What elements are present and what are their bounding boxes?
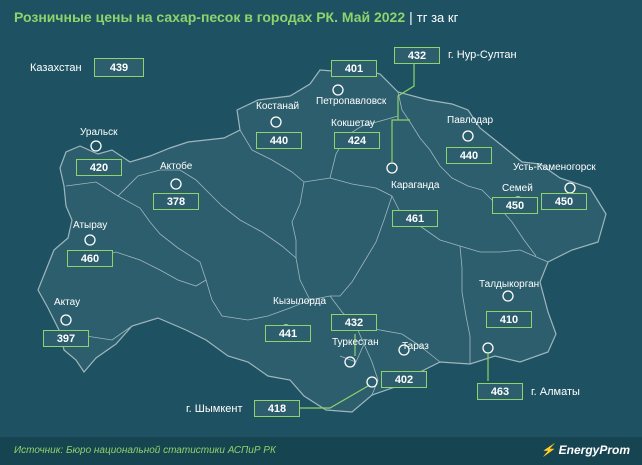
label-petropavlovsk: Петропавловск bbox=[316, 96, 387, 107]
label-taraz: Тараз bbox=[402, 341, 429, 352]
marker-taraz bbox=[398, 344, 410, 356]
unit-label: тг за кг bbox=[416, 10, 459, 25]
value-nur-sultan: 432 bbox=[394, 47, 440, 64]
value-petropavlovsk: 401 bbox=[331, 60, 377, 77]
source-note: Источник: Бюро национальной статистики А… bbox=[14, 445, 276, 456]
label-karaganda: Караганда bbox=[391, 180, 440, 191]
marker-atyrau bbox=[84, 234, 96, 246]
marker-aktau bbox=[60, 314, 72, 326]
label-nur-sultan: г. Нур-Султан bbox=[448, 49, 517, 61]
value-aktobe: 378 bbox=[153, 193, 199, 210]
label-taldykorgan: Талдыкорган bbox=[479, 279, 540, 290]
label-aktau: Актау bbox=[54, 297, 81, 308]
value-kokshetau: 424 bbox=[334, 132, 380, 149]
value-almaty: 463 bbox=[477, 383, 523, 400]
value-semey: 450 bbox=[492, 197, 538, 214]
brand-name: EnergyProm bbox=[558, 443, 630, 457]
national-value: 439 bbox=[94, 58, 144, 77]
label-almaty: г. Алматы bbox=[531, 386, 580, 398]
label-semey: Семей bbox=[502, 183, 533, 194]
label-atyrau: Атырау bbox=[73, 220, 108, 231]
marker-uralsk bbox=[90, 140, 102, 152]
label-kokshetau: Кокшетау bbox=[331, 118, 375, 129]
country-outline bbox=[37, 65, 607, 413]
value-taldykorgan: 410 bbox=[486, 311, 532, 328]
title-separator: | bbox=[409, 9, 413, 25]
marker-kostanay bbox=[270, 116, 282, 128]
label-uralsk: Уральск bbox=[80, 127, 118, 138]
marker-aktobe bbox=[170, 178, 182, 190]
value-taraz: 402 bbox=[381, 371, 427, 388]
energy-logo-icon: ⚡ bbox=[540, 443, 556, 457]
national-label: Казахстан bbox=[30, 62, 82, 74]
marker-turkestan bbox=[344, 356, 356, 368]
marker-petropavlovsk bbox=[332, 84, 344, 96]
title-text: Розничные цены на сахар-песок в городах … bbox=[14, 9, 406, 25]
label-aktobe: Актобе bbox=[160, 161, 193, 172]
label-shymkent: г. Шымкент bbox=[186, 403, 243, 415]
value-shymkent: 418 bbox=[254, 400, 300, 417]
value-pavlodar: 440 bbox=[446, 147, 492, 164]
value-uralsk: 420 bbox=[76, 159, 122, 176]
value-karaganda: 461 bbox=[392, 210, 438, 227]
label-pavlodar: Павлодар bbox=[447, 115, 494, 126]
label-kyzylorda: Кызылорда bbox=[273, 296, 327, 307]
brand-logo: ⚡ EnergyProm bbox=[541, 443, 630, 457]
marker-taldykorgan bbox=[502, 290, 514, 302]
label-kostanay: Костанай bbox=[256, 101, 300, 112]
value-kyzylorda: 441 bbox=[265, 325, 311, 342]
value-turkestan: 432 bbox=[331, 314, 377, 331]
value-atyrau: 460 bbox=[67, 250, 113, 267]
marker-pavlodar bbox=[462, 130, 474, 142]
value-kostanay: 440 bbox=[256, 132, 302, 149]
leader-lines bbox=[300, 64, 489, 409]
label-ust-kamenogorsk: Усть-Каменогорск bbox=[513, 162, 596, 173]
label-turkestan: Туркестан bbox=[332, 337, 379, 348]
marker-shymkent bbox=[366, 376, 378, 388]
footer: Источник: Бюро национальной статистики А… bbox=[0, 437, 642, 465]
value-ust-kamenogorsk: 450 bbox=[541, 193, 587, 210]
value-aktau: 397 bbox=[43, 330, 89, 347]
map-title: Розничные цены на сахар-песок в городах … bbox=[14, 9, 458, 25]
